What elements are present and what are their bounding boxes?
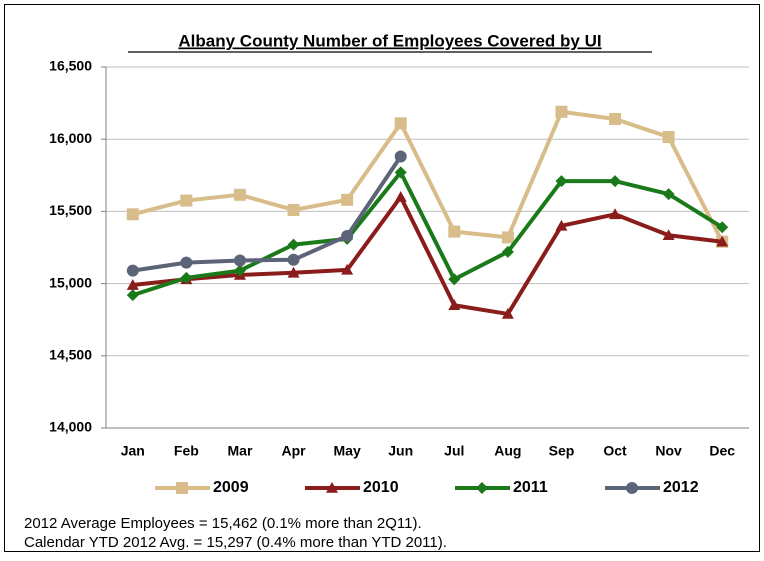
data-point bbox=[662, 229, 675, 241]
y-tick-label: 14,000 bbox=[49, 419, 92, 435]
legend-label: 2012 bbox=[663, 479, 699, 496]
data-point bbox=[287, 253, 300, 266]
legend-label: 2010 bbox=[363, 479, 399, 496]
data-point bbox=[287, 238, 300, 251]
data-point bbox=[662, 188, 675, 201]
x-tick-label: Feb bbox=[174, 443, 199, 459]
data-point bbox=[180, 256, 193, 269]
data-point bbox=[180, 194, 193, 207]
chart-title: Albany County Number of Employees Covere… bbox=[178, 31, 601, 50]
data-point bbox=[180, 271, 193, 284]
x-tick-label: Jul bbox=[444, 443, 464, 459]
y-tick-label: 16,500 bbox=[49, 58, 92, 74]
x-tick-label: Dec bbox=[709, 443, 735, 459]
series-line bbox=[132, 170, 724, 298]
data-point bbox=[555, 175, 568, 188]
data-point bbox=[501, 307, 514, 319]
x-tick-label: Nov bbox=[655, 443, 682, 459]
data-point bbox=[233, 254, 246, 267]
data-point bbox=[341, 193, 354, 206]
data-point bbox=[126, 279, 139, 290]
data-point bbox=[448, 273, 461, 286]
series-line bbox=[132, 109, 724, 243]
footnote: Calendar YTD 2012 Avg. = 15,297 (0.4% mo… bbox=[24, 534, 447, 551]
data-point bbox=[501, 245, 514, 258]
data-point bbox=[662, 131, 675, 144]
data-point bbox=[555, 219, 568, 231]
data-point bbox=[287, 266, 300, 278]
legend-marker bbox=[176, 482, 188, 494]
legend-marker bbox=[326, 482, 338, 493]
data-point bbox=[126, 289, 139, 302]
data-point bbox=[341, 229, 354, 242]
data-point bbox=[394, 117, 407, 130]
data-point bbox=[448, 225, 461, 238]
data-point bbox=[716, 221, 729, 234]
data-point bbox=[609, 175, 622, 188]
data-point bbox=[555, 105, 568, 118]
data-point bbox=[448, 299, 461, 311]
data-point bbox=[287, 203, 300, 216]
data-point bbox=[126, 264, 139, 277]
legend-label: 2009 bbox=[213, 479, 249, 496]
x-tick-label: Apr bbox=[281, 443, 306, 459]
legend-label: 2011 bbox=[513, 479, 548, 496]
data-point bbox=[609, 112, 622, 125]
y-tick-label: 15,500 bbox=[49, 202, 92, 218]
data-point bbox=[394, 150, 407, 163]
data-point bbox=[716, 235, 729, 247]
legend-marker bbox=[626, 482, 638, 494]
data-point bbox=[501, 231, 514, 244]
y-tick-label: 16,000 bbox=[49, 130, 92, 146]
x-tick-label: May bbox=[334, 443, 361, 459]
x-tick-label: Aug bbox=[494, 443, 521, 459]
series-line bbox=[132, 155, 403, 273]
data-point bbox=[341, 263, 354, 275]
y-tick-label: 15,000 bbox=[49, 274, 92, 290]
x-tick-label: Sep bbox=[549, 443, 575, 459]
data-point bbox=[394, 166, 407, 179]
chart-frame bbox=[4, 4, 760, 552]
data-point bbox=[233, 264, 246, 277]
data-point bbox=[126, 208, 139, 221]
data-point bbox=[233, 188, 246, 201]
footnote: 2012 Average Employees = 15,462 (0.1% mo… bbox=[24, 515, 422, 532]
y-tick-label: 14,500 bbox=[49, 347, 92, 363]
x-tick-label: Jun bbox=[388, 443, 413, 459]
series-line bbox=[132, 194, 723, 316]
x-tick-label: Oct bbox=[603, 443, 627, 459]
x-tick-label: Jan bbox=[121, 443, 145, 459]
legend-marker bbox=[476, 482, 488, 494]
data-point bbox=[394, 190, 407, 202]
data-point bbox=[609, 208, 622, 220]
x-tick-label: Mar bbox=[228, 443, 253, 459]
